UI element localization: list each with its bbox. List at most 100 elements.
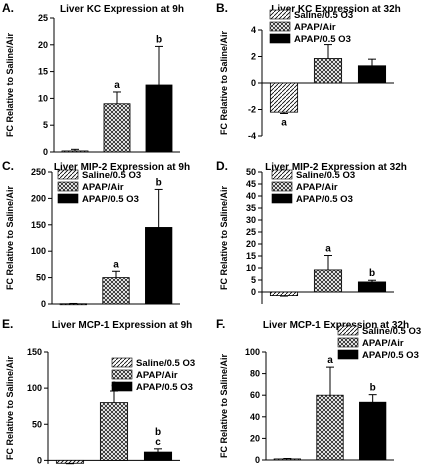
y-tick-label: 10 xyxy=(38,93,48,103)
y-tick-label: 50 xyxy=(32,419,42,429)
panel-letter: C. xyxy=(2,159,14,173)
legend-swatch xyxy=(337,337,359,348)
y-tick-label: 200 xyxy=(31,193,46,203)
legend-swatch xyxy=(111,369,133,380)
y-tick-label: 10 xyxy=(246,263,256,273)
bar xyxy=(269,82,299,113)
bar xyxy=(102,277,130,305)
chart-svg: E. Liver MCP-1 Expression at 9h 0 50 100 150 F… xyxy=(2,317,195,465)
significance-label: b xyxy=(370,383,376,394)
y-tick-label: -4 xyxy=(248,131,256,141)
chart-svg: F. Liver MCP-1 Expression at 32h 0 20 40 60 80… xyxy=(216,317,421,465)
y-axis-label: FC Relative to Saline/Air xyxy=(5,355,15,460)
chart-svg: A. Liver KC Expression at 9h 0 5 10 15 20 25 FC … xyxy=(2,1,184,157)
y-tick-label: 0 xyxy=(251,287,256,297)
y-tick-label: 0 xyxy=(43,147,48,157)
y-tick-label: 15 xyxy=(38,67,48,77)
y-tick-label: 250 xyxy=(31,167,46,177)
y-tick-label: 30 xyxy=(246,215,256,225)
y-tick-label: 150 xyxy=(31,220,46,230)
legend-label: APAP/Air xyxy=(296,182,338,193)
significance-label: a xyxy=(325,244,331,255)
significance-label: a xyxy=(113,259,119,270)
bar xyxy=(145,84,173,153)
panel-title: Liver MIP-2 Expression at 9h xyxy=(54,162,190,173)
significance-label: b xyxy=(156,34,162,45)
bar xyxy=(143,451,173,461)
y-axis-label: FC Relative to Saline/Air xyxy=(5,32,15,137)
y-tick-label: 35 xyxy=(246,203,256,213)
y-tick-label: 0 xyxy=(255,455,260,465)
y-tick-label: 25 xyxy=(246,227,256,237)
legend-swatch xyxy=(271,169,293,180)
chart-svg: D. Liver MIP-2 Expression at 32h 0 5 10 15 20 2… xyxy=(216,159,407,304)
legend-label: APAP/0.5 O3 xyxy=(82,194,139,205)
y-tick-label: 20 xyxy=(38,40,48,50)
legend-label: Saline/0.5 O3 xyxy=(294,10,353,21)
legend-label: APAP/Air xyxy=(294,22,336,33)
bar xyxy=(357,281,387,293)
panel-title: Liver MCP-1 Expression at 32h xyxy=(263,320,409,331)
bar xyxy=(61,150,89,153)
y-tick-label: 0 xyxy=(41,299,46,309)
legend-label: APAP/Air xyxy=(82,182,124,193)
significance-label: a xyxy=(327,355,333,366)
y-tick-label: 100 xyxy=(31,246,46,256)
y-tick-label: 150 xyxy=(27,347,42,357)
y-tick-label: -2 xyxy=(248,105,256,115)
panel-letter: E. xyxy=(2,317,13,331)
bar xyxy=(313,269,343,293)
y-tick-label: 25 xyxy=(38,13,48,23)
legend-label: APAP/0.5 O3 xyxy=(296,194,353,205)
panel-kc-32h: B. Liver KC Expression at 32h -4 -2 0 2 4 FC Re… xyxy=(214,0,428,158)
legend-label: Saline/0.5 O3 xyxy=(296,170,355,181)
panel-letter: F. xyxy=(216,317,225,331)
panel-letter: A. xyxy=(2,1,14,15)
panel-kc-9h: A. Liver KC Expression at 9h 0 5 10 15 20 25 FC … xyxy=(0,0,214,158)
y-axis-label: FC Relative to Saline/Air xyxy=(5,185,15,290)
y-tick-label: 15 xyxy=(246,251,256,261)
significance-label: b xyxy=(369,268,375,279)
panel-letter: D. xyxy=(216,159,228,173)
panel-title: Liver MCP-1 Expression at 9h xyxy=(52,320,193,331)
y-tick-label: 20 xyxy=(246,239,256,249)
bar xyxy=(313,58,343,84)
y-tick-label: 50 xyxy=(246,167,256,177)
y-tick-label: 0 xyxy=(251,78,256,88)
legend-swatch xyxy=(337,325,359,336)
panel-mip2-32h: D. Liver MIP-2 Expression at 32h 0 5 10 15 20 2… xyxy=(214,158,428,316)
legend-swatch xyxy=(111,357,133,368)
bar xyxy=(357,65,387,84)
y-tick-label: 100 xyxy=(245,347,260,357)
panel-mcp1-32h: F. Liver MCP-1 Expression at 32h 0 20 40 60 80… xyxy=(214,316,428,474)
legend-swatch xyxy=(269,21,291,32)
legend-label: Saline/0.5 O3 xyxy=(362,326,421,337)
y-tick-label: 4 xyxy=(251,25,256,35)
panel-title: Liver KC Expression at 9h xyxy=(60,4,184,15)
y-tick-label: 2 xyxy=(251,52,256,62)
bar xyxy=(55,459,85,464)
y-tick-label: 0 xyxy=(37,455,42,465)
legend-swatch xyxy=(57,193,79,204)
legend-swatch xyxy=(269,9,291,20)
y-tick-label: 100 xyxy=(27,383,42,393)
legend-swatch xyxy=(271,181,293,192)
legend-label: Saline/0.5 O3 xyxy=(82,170,141,181)
legend-label: Saline/0.5 O3 xyxy=(136,358,195,369)
legend-label: APAP/Air xyxy=(136,370,178,381)
y-tick-label: 50 xyxy=(36,273,46,283)
legend-swatch xyxy=(337,349,359,360)
legend-label: APAP/0.5 O3 xyxy=(136,382,193,393)
legend-label: APAP/0.5 O3 xyxy=(362,350,419,361)
legend-label: APAP/Air xyxy=(362,338,404,349)
y-axis-label: FC Relative to Saline/Air xyxy=(219,353,229,458)
significance-label: b xyxy=(155,427,161,438)
bar xyxy=(145,227,173,305)
legend-swatch xyxy=(111,381,133,392)
bar xyxy=(269,291,299,296)
y-tick-label: 60 xyxy=(250,390,260,400)
